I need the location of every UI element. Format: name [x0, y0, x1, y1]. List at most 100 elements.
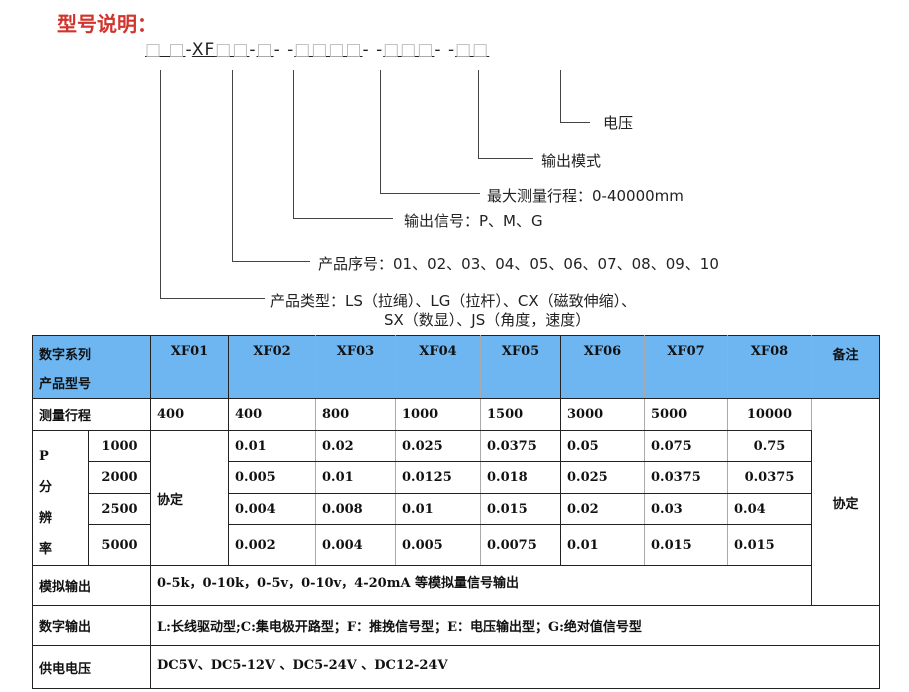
resolution-row: 2500 0.004 0.008 0.01 0.015 0.02 0.03 0.… [33, 492, 880, 526]
resolution-cell: 0.05 [560, 429, 645, 463]
connector-line [160, 70, 161, 298]
resolution-cell: 0.0125 [395, 461, 481, 494]
header-model: XF01 [150, 335, 229, 399]
connector-line [478, 70, 479, 158]
code-dash: - - [434, 40, 456, 60]
range-cell: 10000 [727, 398, 812, 431]
resolution-cell: 0.005 [228, 461, 316, 494]
label-output-mode: 输出模式 [541, 152, 602, 170]
pulse-cell: 2000 [88, 461, 151, 494]
range-label: 测量行程 [32, 398, 151, 431]
header-model: XF06 [560, 335, 645, 399]
resolution-cell: 0.01 [395, 492, 481, 526]
label-product-type: 产品类型：LS（拉绳）、LG（拉杆）、CX（磁致伸缩）、 [270, 292, 637, 310]
analog-value: 0-5k，0-10k，0-5v，0-10v，4-20mA 等模拟量信号输出 [150, 565, 812, 606]
code-serial: XF□□ [192, 40, 250, 60]
resolution-label-char: 分 [39, 480, 53, 495]
resolution-cell: 0.0075 [480, 524, 561, 566]
power-label: 供电电压 [32, 645, 151, 689]
connector-line [293, 70, 294, 218]
analog-label: 模拟输出 [32, 565, 151, 606]
code-dash: - [249, 40, 257, 60]
pulse-cell: 5000 [88, 524, 151, 566]
resolution-cell: 0.008 [315, 492, 396, 526]
resolution-cell: 0.01 [560, 524, 645, 566]
resolution-cell: 0.02 [560, 492, 645, 526]
resolution-cell: 0.75 [727, 429, 812, 463]
pulse-cell: 2500 [88, 492, 151, 526]
range-cell: 5000 [644, 398, 728, 431]
connector-line [293, 218, 393, 219]
connector-line [232, 261, 310, 262]
resolution-row: P 分辨率 1000 协定 0.01 0.02 0.025 0.0375 0.05… [32, 429, 880, 566]
code-serial-boxes: □□ [215, 40, 250, 60]
resolution-cell: 0.015 [644, 524, 728, 566]
connector-line [478, 158, 533, 159]
code-prefix: XF [191, 40, 216, 60]
digital-value: L:长线驱动型;C:集电极开路型；F：推挽信号型；E：电压输出型；G:绝对值信号… [150, 605, 880, 646]
range-cell: 1500 [480, 398, 561, 431]
xf01-resolution: 协定 [150, 430, 229, 566]
resolution-cell: 0.075 [644, 429, 728, 463]
resolution-label-char: P [39, 449, 49, 464]
header-line1: 数字系列 [39, 348, 92, 363]
resolution-cell: 0.005 [395, 524, 481, 566]
label-output-signal: 输出信号：P、M、G [404, 212, 543, 230]
header-model: XF08 [727, 335, 812, 399]
resolution-cell: 0.015 [727, 524, 812, 566]
resolution-cell: 0.015 [480, 492, 561, 526]
connector-line [560, 122, 590, 123]
resolution-cell: 0.01 [228, 429, 316, 463]
resolution-cell: 0.018 [480, 461, 561, 494]
header-model: XF04 [395, 335, 481, 399]
resolution-cell: 0.04 [727, 492, 812, 526]
header-line2: 产品型号 [39, 377, 92, 392]
header-remark: 备注 [811, 335, 880, 399]
resolution-cell: 0.0375 [727, 461, 812, 494]
code-signal: □ [256, 40, 274, 60]
code-mode: □□□ [383, 40, 435, 60]
range-cell: 1000 [395, 398, 481, 431]
header-model: XF07 [644, 335, 728, 399]
code-type: □ □ [145, 40, 186, 60]
range-cell: 800 [315, 398, 396, 431]
resolution-row: 2000 0.005 0.01 0.0125 0.018 0.025 0.037… [33, 461, 880, 494]
code-voltage: □□ [455, 40, 490, 60]
code-dash: - - [362, 40, 384, 60]
label-serial: 产品序号：01、02、03、04、05、06、07、08、09、10 [318, 255, 719, 273]
connector-line [380, 70, 381, 193]
range-cell: 400 [150, 398, 229, 431]
digital-label: 数字输出 [32, 605, 151, 646]
resolution-label: P 分辨率 [32, 430, 89, 566]
resolution-cell: 0.025 [560, 461, 645, 494]
resolution-cell: 0.03 [644, 492, 728, 526]
resolution-label-char: 率 [39, 542, 53, 557]
remark-cell: 协定 [811, 398, 880, 606]
header-model: XF03 [315, 335, 396, 399]
model-code-pattern: □ □-XF□□-□- -□□□□- -□□□- -□□ [145, 40, 489, 60]
label-voltage: 电压 [603, 114, 634, 132]
section-title: 型号说明： [57, 12, 157, 36]
resolution-cell: 0.0375 [480, 429, 561, 463]
code-dash: - - [273, 40, 295, 60]
range-cell: 3000 [560, 398, 645, 431]
header-series: 数字系列 产品型号 [32, 335, 151, 399]
connector-line [232, 70, 233, 261]
power-value: DC5V、DC5-12V 、DC5-24V 、DC12-24V [150, 645, 880, 689]
resolution-cell: 0.004 [315, 524, 396, 566]
code-range: □□□□ [294, 40, 363, 60]
connector-line [560, 70, 561, 122]
header-model: XF02 [228, 335, 316, 399]
pulse-cell: 1000 [88, 429, 151, 463]
range-cell: 400 [228, 398, 316, 431]
resolution-cell: 0.0375 [644, 461, 728, 494]
resolution-cell: 0.02 [315, 429, 396, 463]
label-product-type-2: SX（数显）、JS（角度，速度） [384, 311, 591, 329]
header-model: XF05 [480, 335, 561, 399]
resolution-cell: 0.004 [228, 492, 316, 526]
resolution-cell: 0.002 [228, 524, 316, 566]
connector-line [380, 193, 480, 194]
spec-table: 数字系列产品型号 XF01 XF02 XF03 XF04 XF05 XF06 X… [32, 335, 880, 689]
label-max-range: 最大测量行程：0-40000mm [487, 187, 684, 205]
resolution-cell: 0.01 [315, 461, 396, 494]
